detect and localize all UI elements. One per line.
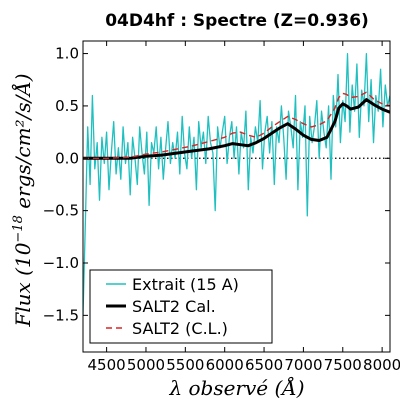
x-tick-label: 7000 — [284, 356, 322, 374]
x-tick-label: 7500 — [324, 356, 362, 374]
x-axis-label: λ observé (Å) — [168, 375, 304, 400]
legend-label-3: SALT2 (C.L.) — [132, 319, 228, 338]
y-tick-label: −1.5 — [43, 306, 79, 324]
legend-label-1: Extrait (15 A) — [132, 275, 239, 294]
x-tick-label: 8000 — [363, 356, 400, 374]
plot-frame — [82, 40, 391, 353]
y-tick-label: 1.0 — [55, 45, 79, 63]
series-line-3 — [83, 91, 390, 160]
series-line-2 — [83, 98, 390, 160]
legend-label-2: SALT2 Cal. — [132, 297, 216, 316]
chart-title: 04D4hf : Spectre (Z=0.936) — [105, 11, 369, 31]
x-tick-label: 6500 — [245, 356, 283, 374]
y-axis-label-exponent: −18 — [11, 215, 26, 242]
y-axis-label-main: Flux (10 — [11, 242, 35, 327]
y-tick-label: 0.0 — [55, 149, 79, 167]
y-tick-label: 0.5 — [55, 97, 79, 115]
x-tick-label: 5500 — [166, 356, 204, 374]
x-tick-label: 5000 — [127, 356, 165, 374]
y-axis-label: Flux (10−18 ergs/cm²/s/Å) — [10, 73, 35, 327]
svg-text:Flux (10−18 ergs/cm²/s/Å): Flux (10−18 ergs/cm²/s/Å) — [10, 73, 35, 327]
y-tick-label: −1.0 — [43, 254, 79, 272]
axes: 4500 5000 5500 6000 6500 7000 7500 8000 1.0 0.5 0.… — [43, 40, 400, 374]
plot-area — [83, 52, 390, 316]
legend: Extrait (15 A) SALT2 Cal. SALT2 (C.L.) — [89, 269, 273, 344]
x-tick-label: 4500 — [88, 356, 126, 374]
x-tick-label: 6000 — [206, 356, 244, 374]
y-axis-label-units: ergs/cm²/s/Å) — [10, 73, 35, 215]
y-tick-label: −0.5 — [43, 202, 79, 220]
